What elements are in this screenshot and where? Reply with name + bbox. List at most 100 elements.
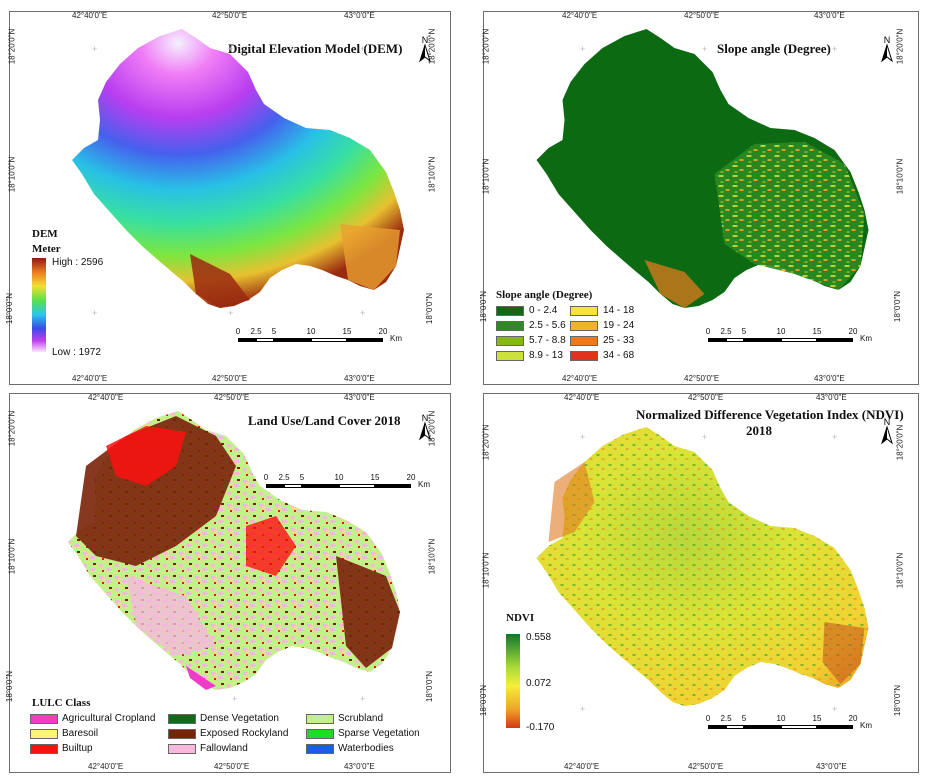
ndvi-scale-bar: 0 2.5 5 10 15 20 Km (705, 714, 872, 730)
lon-label: 42°40'0"E (562, 11, 598, 20)
lulc-title: Land Use/Land Cover 2018 (248, 413, 401, 428)
lat-label: 18°10'0"N (7, 156, 17, 193)
lulc-legend-label: Exposed Rockyland (200, 728, 289, 739)
lulc-scale-bar: 0 2.5 5 10 15 20 Km (263, 473, 430, 489)
lon-label: 43°0'0"E (814, 11, 845, 20)
lat-label: 18°20'0"N (481, 28, 491, 65)
lat-label: 18°10'0"N (481, 158, 491, 195)
lon-label: 42°40'0"E (72, 11, 108, 20)
lon-label: 42°50'0"E (688, 393, 724, 402)
lon-label: 42°50'0"E (212, 374, 248, 383)
slope-legend-label: 2.5 - 5.6 (529, 320, 566, 331)
slope-scale-bar: 0 2.5 5 10 15 20 Km (705, 327, 872, 343)
lon-label: 43°0'0"E (344, 11, 375, 20)
ndvi-legend-mid: 0.072 (526, 678, 552, 689)
lat-label: 18°20'0"N (7, 28, 17, 65)
slope-legend-label: 25 - 33 (603, 335, 635, 346)
slope-legend-swatch (570, 306, 598, 316)
lon-label: 43°0'0"E (814, 374, 845, 383)
slope-legend: 0 - 2.4 2.5 - 5.6 5.7 - 8.8 8.9 - 13 14 - 18… (496, 305, 656, 370)
lat-label: 18°0'0"N (479, 290, 489, 323)
lulc-legend-swatch (30, 729, 58, 739)
dem-title: Digital Elevation Model (DEM) (228, 41, 403, 56)
svg-text:N: N (884, 417, 891, 427)
lon-label: 42°40'0"E (88, 393, 124, 402)
lat-label: 18°10'0"N (7, 538, 17, 575)
slope-panel: 42°40'0"E 42°50'0"E 43°0'0"E 42°40'0"E 4… (479, 11, 919, 385)
lon-label: 42°50'0"E (214, 762, 250, 771)
slope-title: Slope angle (Degree) (717, 41, 831, 56)
slope-legend-label: 8.9 - 13 (529, 350, 563, 361)
lulc-legend-swatch (306, 714, 334, 724)
slope-legend-label: 5.7 - 8.8 (529, 335, 566, 346)
svg-text:N: N (422, 413, 429, 423)
svg-text:N: N (884, 35, 891, 45)
slope-legend-swatch (570, 351, 598, 361)
slope-legend-swatch (496, 336, 524, 346)
ndvi-legend-max: 0.558 (526, 632, 552, 643)
lulc-legend-label: Waterbodies (338, 743, 394, 754)
lulc-legend-swatch (30, 744, 58, 754)
lulc-legend-swatch (168, 744, 196, 754)
dem-legend-subtitle: Meter (32, 243, 61, 255)
lulc-legend-swatch (30, 714, 58, 724)
dem-legend-low: Low : 1972 (52, 347, 101, 358)
lulc-legend-label: Baresoil (62, 728, 99, 739)
lon-label: 42°40'0"E (562, 374, 598, 383)
lon-label: 42°40'0"E (88, 762, 124, 771)
ndvi-legend-ramp (506, 634, 520, 728)
lon-label: 43°0'0"E (816, 762, 847, 771)
lon-label: 42°50'0"E (688, 762, 724, 771)
lulc-legend-label: Scrubland (338, 713, 384, 724)
lat-label: 18°20'0"N (7, 410, 17, 447)
ndvi-title-line2: 2018 (746, 423, 772, 438)
ndvi-title-line1: Normalized Difference Vegetation Index (… (636, 407, 904, 422)
slope-legend-label: 0 - 2.4 (529, 305, 558, 316)
lon-label: 43°0'0"E (816, 393, 847, 402)
ndvi-legend-min: -0.170 (526, 722, 555, 733)
lulc-legend-swatch (306, 729, 334, 739)
lulc-map (68, 411, 400, 690)
slope-legend-label: 19 - 24 (603, 320, 635, 331)
lon-label: 42°50'0"E (214, 393, 250, 402)
lat-label: 18°0'0"N (5, 670, 15, 703)
lulc-legend-label: Agricultural Cropland (62, 713, 156, 724)
lulc-legend-swatch (168, 729, 196, 739)
dem-legend-high: High : 2596 (52, 257, 104, 268)
lon-label: 42°40'0"E (564, 393, 600, 402)
lulc-legend-label: Sparse Vegetation (338, 728, 420, 739)
lulc-legend-label: Fallowland (200, 743, 248, 754)
lon-label: 42°40'0"E (564, 762, 600, 771)
slope-legend-swatch (496, 306, 524, 316)
lon-label: 42°50'0"E (212, 11, 248, 20)
lon-label: 43°0'0"E (344, 762, 375, 771)
dem-panel: 42°40'0"E 42°50'0"E 43°0'0"E 42°40'0"E 4… (5, 11, 451, 385)
dem-scale-bar: 0 2.5 5 10 15 20 Km (235, 327, 402, 343)
dem-legend-ramp (32, 258, 46, 352)
lulc-legend-label: Builtup (62, 743, 93, 754)
lon-label: 42°50'0"E (684, 374, 720, 383)
lon-label: 42°40'0"E (72, 374, 108, 383)
slope-legend-title: Slope angle (Degree) (496, 289, 593, 301)
lat-label: 18°20'0"N (481, 424, 491, 461)
lulc-legend-title: LULC Class (32, 697, 91, 709)
lulc-panel: 42°40'0"E 42°50'0"E 43°0'0"E 42°40'0"E 4… (5, 393, 451, 773)
lon-label: 43°0'0"E (344, 374, 375, 383)
lulc-legend-swatch (168, 714, 196, 724)
lulc-legend: Agricultural Cropland Baresoil Builtup Dens… (30, 713, 450, 764)
lat-label: 18°0'0"N (479, 684, 489, 717)
north-arrow-icon: N (881, 417, 893, 445)
lon-label: 42°50'0"E (684, 11, 720, 20)
ndvi-panel: 42°40'0"E 42°50'0"E 43°0'0"E 42°40'0"E 4… (479, 393, 919, 773)
lulc-legend-label: Dense Vegetation (200, 713, 279, 724)
dem-legend-title: DEM (32, 228, 58, 240)
slope-legend-swatch (570, 321, 598, 331)
north-arrow-icon: N (881, 35, 893, 63)
svg-text:N: N (422, 35, 429, 45)
north-arrow-icon: N (419, 413, 431, 441)
lat-label: 18°10'0"N (481, 552, 491, 589)
slope-legend-label: 34 - 68 (603, 350, 635, 361)
ndvi-legend-title: NDVI (506, 612, 535, 624)
dem-map (72, 29, 404, 308)
lulc-legend-swatch (306, 744, 334, 754)
